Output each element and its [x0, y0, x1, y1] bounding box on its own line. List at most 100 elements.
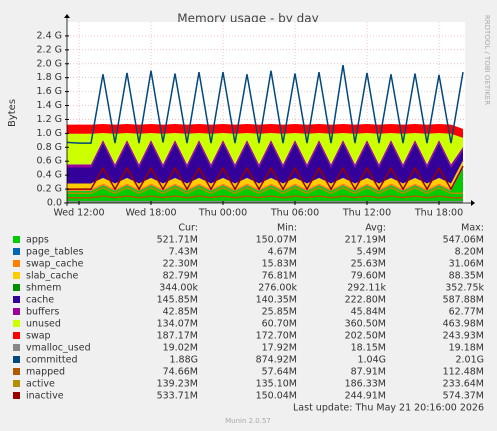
- legend-label: buffers: [26, 307, 59, 318]
- legend-stat: 87.91M: [351, 367, 386, 378]
- legend-stat: 74.66M: [163, 367, 198, 378]
- legend-header: Avg:: [365, 223, 386, 234]
- legend-stat: 112.48M: [443, 367, 484, 378]
- legend-stat: 8.20M: [455, 247, 484, 258]
- area: [67, 160, 463, 190]
- legend-stat: 140.35M: [256, 295, 297, 306]
- y-tick-label: 0.6 G: [37, 156, 63, 167]
- legend-label: unused: [26, 319, 61, 330]
- legend-label: mapped: [26, 367, 65, 378]
- legend-stat: 222.80M: [345, 295, 386, 306]
- legend-stat: 19.18M: [449, 343, 484, 354]
- legend-stat: 1.88G: [169, 355, 198, 366]
- legend-swatch: [13, 332, 20, 339]
- line: [67, 165, 464, 191]
- area: [67, 166, 463, 191]
- legend-stat: 45.84M: [351, 307, 386, 318]
- x-tick-label: Thu 06:00: [270, 208, 319, 219]
- y-tick-label: 0.4 G: [37, 170, 63, 181]
- legend-swatch: [13, 296, 20, 303]
- legend-stat: 276.00k: [258, 283, 297, 294]
- legend-stat: 57.64M: [262, 367, 297, 378]
- legend-stat: 874.92M: [256, 355, 297, 366]
- legend-label: swap: [26, 331, 51, 342]
- legend-stat: 5.49M: [357, 247, 386, 258]
- x-tick-label: Thu 00:00: [198, 208, 247, 219]
- y-tick-label: 1.0 G: [37, 128, 63, 139]
- legend-stat: 150.04M: [256, 391, 297, 402]
- x-tick-label: Wed 12:00: [53, 208, 104, 219]
- legend-stat: 135.10M: [256, 379, 297, 390]
- legend-stat: 243.93M: [443, 331, 484, 342]
- area: [67, 139, 463, 168]
- y-tick-label: 0.0: [47, 198, 62, 209]
- legend-stat: 150.07M: [256, 235, 297, 246]
- legend-swatch: [13, 344, 20, 351]
- legend-stat: 187.17M: [157, 331, 198, 342]
- legend-stat: 292.11k: [347, 283, 386, 294]
- legend-label: vmalloc_used: [26, 343, 91, 354]
- legend-swatch: [13, 380, 20, 387]
- legend-stat: 31.06M: [449, 259, 484, 270]
- legend-swatch: [13, 392, 20, 399]
- legend-stat: 587.88M: [443, 295, 484, 306]
- legend-stat: 25.85M: [262, 307, 297, 318]
- line: [66, 65, 464, 144]
- line: [67, 186, 463, 195]
- legend-stat: 134.07M: [157, 319, 198, 330]
- legend-stat: 172.70M: [256, 331, 297, 342]
- legend-swatch: [13, 272, 20, 279]
- legend-stat: 533.71M: [157, 391, 198, 402]
- legend-header: Cur:: [178, 223, 198, 234]
- legend-swatch: [13, 320, 20, 327]
- y-tick-label: 2.4 G: [37, 30, 63, 41]
- legend-swatch: [13, 284, 20, 291]
- legend-stat: 352.75k: [445, 283, 484, 294]
- legend-label: committed: [26, 355, 78, 366]
- legend-stat: 217.19M: [345, 235, 386, 246]
- y-tick-label: 1.4 G: [37, 100, 63, 111]
- x-tick-label: Wed 18:00: [125, 208, 176, 219]
- legend-header: Min:: [277, 223, 297, 234]
- legend-label: cache: [26, 295, 54, 306]
- legend-label: active: [26, 379, 55, 390]
- legend-stat: 25.63M: [351, 259, 386, 270]
- legend-stat: 2.01G: [455, 355, 484, 366]
- legend-stat: 202.50M: [345, 331, 386, 342]
- x-axis-arrow: [471, 200, 475, 206]
- legend-stat: 233.64M: [443, 379, 484, 390]
- legend-stat: 547.06M: [443, 235, 484, 246]
- legend-stat: 82.79M: [163, 271, 198, 282]
- y-axis-label: Bytes: [7, 99, 18, 127]
- y-tick-label: 0.8 G: [37, 142, 63, 153]
- legend-stat: 145.85M: [157, 295, 198, 306]
- y-tick-label: 2.2 G: [37, 44, 63, 55]
- legend-stat: 344.00k: [159, 283, 198, 294]
- y-tick-label: 2.0 G: [37, 58, 63, 69]
- y-tick-label: 1.8 G: [37, 72, 63, 83]
- legend-stat: 244.91M: [345, 391, 386, 402]
- legend-stat: 42.85M: [163, 307, 198, 318]
- version: Munin 2.0.57: [225, 417, 271, 425]
- legend-label: slab_cache: [26, 271, 78, 282]
- legend-stat: 88.35M: [449, 271, 484, 282]
- legend-stat: 19.02M: [163, 343, 198, 354]
- legend-swatch: [13, 236, 20, 243]
- legend-stat: 79.60M: [351, 271, 386, 282]
- legend-stat: 139.23M: [157, 379, 198, 390]
- legend-swatch: [13, 368, 20, 375]
- legend-stat: 62.77M: [449, 307, 484, 318]
- y-tick-label: 0.2 G: [37, 184, 63, 195]
- legend-label: inactive: [26, 391, 64, 402]
- y-tick-label: 1.6 G: [37, 86, 63, 97]
- legend-stat: 360.50M: [345, 319, 386, 330]
- legend-label: apps: [26, 235, 49, 246]
- y-tick-label: 1.2 G: [37, 114, 63, 125]
- side-text: RRDTOOL / TOBI OETIKER: [483, 15, 491, 105]
- legend-stat: 18.15M: [351, 343, 386, 354]
- area: [67, 133, 463, 165]
- legend-swatch: [13, 248, 20, 255]
- legend-stat: 15.83M: [262, 259, 297, 270]
- legend-swatch: [13, 356, 20, 363]
